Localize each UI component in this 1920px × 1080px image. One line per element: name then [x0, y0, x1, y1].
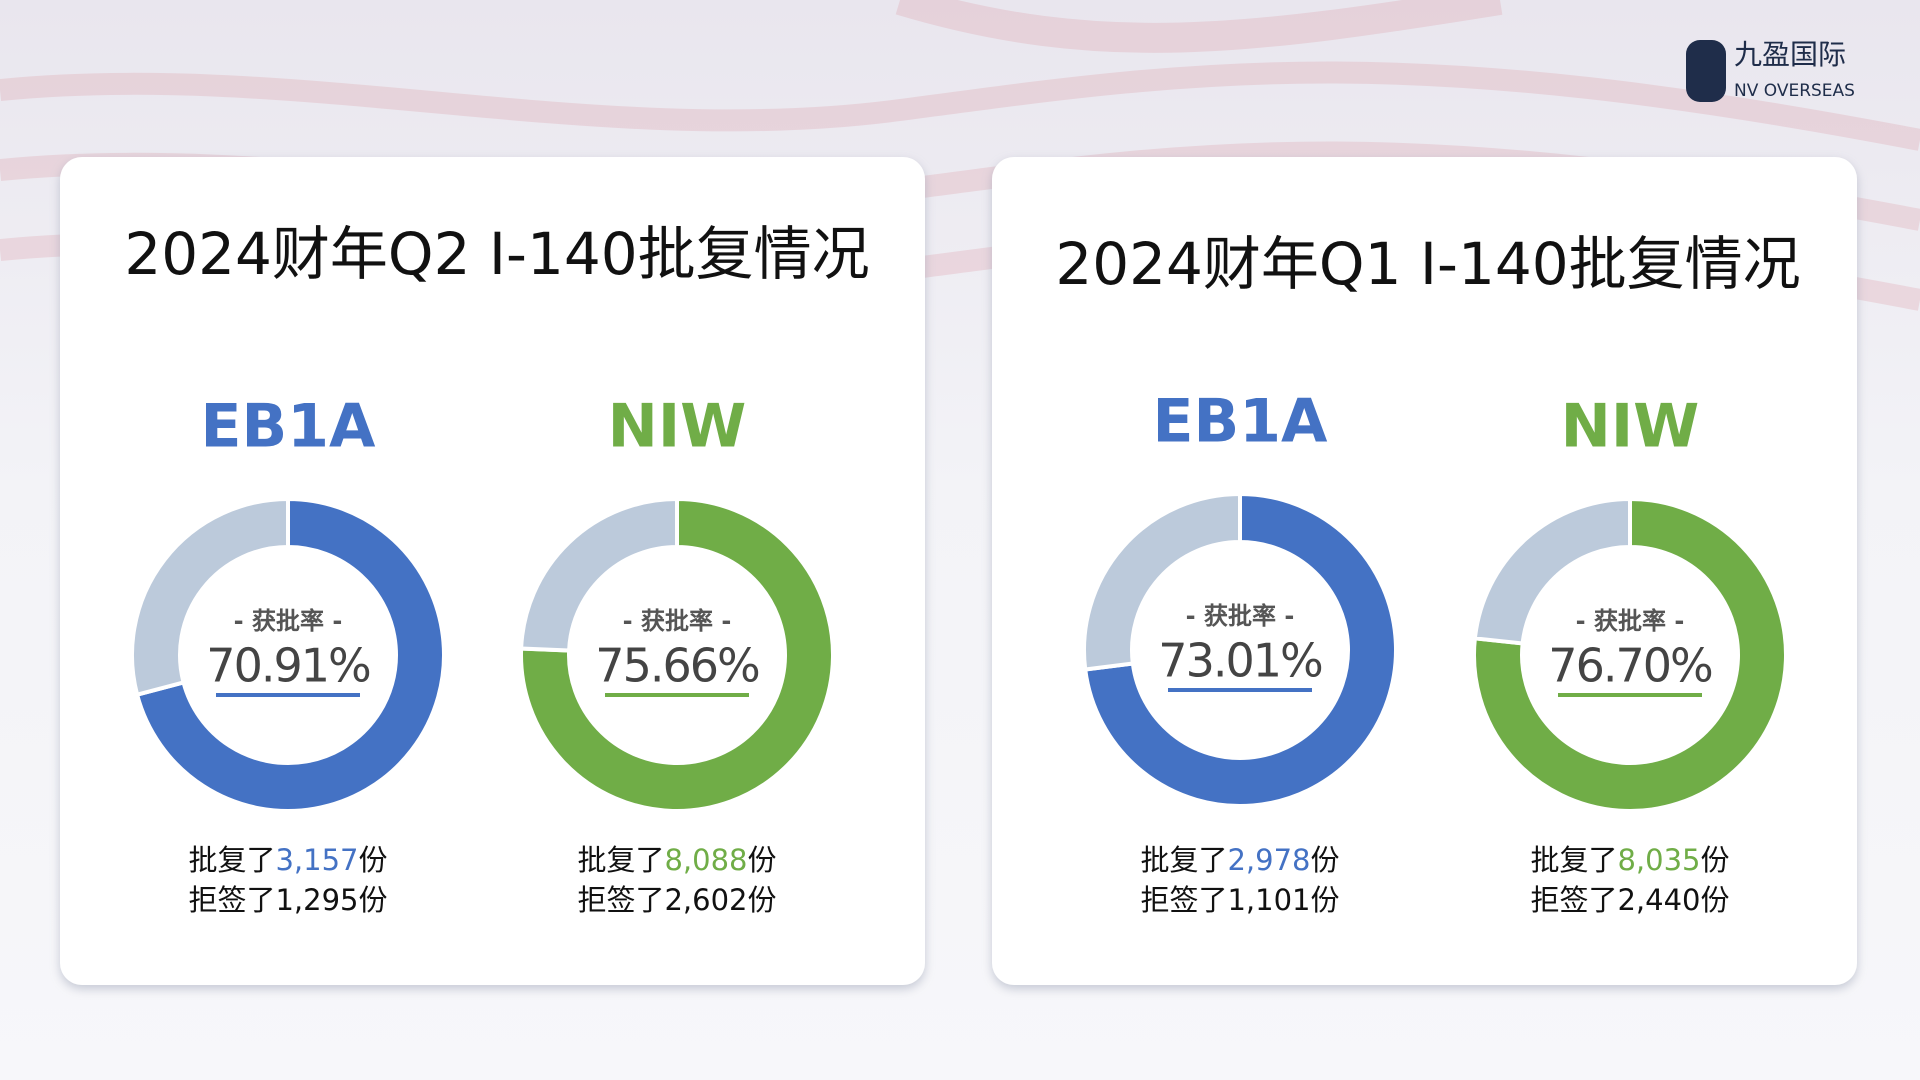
rate-underline — [216, 693, 360, 697]
count-unit: 份 — [748, 883, 777, 917]
donut-segment — [519, 496, 835, 813]
rate-underline — [1168, 688, 1312, 692]
count-value: 8,088 — [664, 843, 747, 877]
logo-name: 九盈国际 — [1734, 38, 1846, 71]
count-prefix: 批复了 — [577, 843, 664, 877]
logo-mark — [1686, 40, 1726, 102]
count-unit: 份 — [359, 883, 388, 917]
count-line: 拒签了2,602份 — [577, 883, 776, 917]
donut-segment — [1472, 496, 1632, 646]
count-value: 1,295 — [275, 883, 358, 917]
rate-caption: - 获批率 - — [623, 607, 732, 635]
count-value: 1,101 — [1227, 883, 1310, 917]
chart-title: NIW — [608, 392, 747, 462]
chart-title: EB1A — [201, 392, 376, 462]
count-line: 拒签了1,295份 — [188, 883, 387, 917]
rate-value: 76.70% — [1548, 639, 1712, 693]
count-line: 拒签了2,440份 — [1530, 883, 1729, 917]
count-prefix: 拒签了 — [188, 883, 275, 917]
count-unit: 份 — [1311, 843, 1340, 877]
count-value: 3,157 — [275, 843, 358, 877]
donut-segment — [1082, 491, 1398, 808]
count-value: 2,978 — [1227, 843, 1310, 877]
panel-title: 2024财年Q1 I-140批复情况 — [1055, 230, 1800, 298]
rate-caption: - 获批率 - — [1576, 607, 1685, 635]
donut-segment — [130, 496, 290, 698]
count-prefix: 批复了 — [1530, 843, 1617, 877]
donut-segment — [519, 496, 679, 653]
chart-title: EB1A — [1153, 387, 1328, 457]
rate-caption: - 获批率 - — [1186, 602, 1295, 630]
rate-value: 73.01% — [1158, 634, 1322, 688]
count-unit: 份 — [1701, 883, 1730, 917]
count-value: 2,602 — [664, 883, 747, 917]
logo: 九盈国际 NV OVERSEAS — [1686, 38, 1855, 102]
count-line: 批复了2,978份 — [1140, 843, 1339, 877]
count-unit: 份 — [1311, 883, 1340, 917]
panel-title: 2024财年Q2 I-140批复情况 — [124, 220, 869, 288]
count-unit: 份 — [748, 843, 777, 877]
logo-subtitle: NV OVERSEAS — [1734, 81, 1855, 101]
donut-segment — [1472, 496, 1788, 813]
rate-underline — [1558, 693, 1702, 697]
rate-underline — [605, 693, 749, 697]
count-value: 2,440 — [1617, 883, 1700, 917]
count-prefix: 拒签了 — [577, 883, 664, 917]
count-value: 8,035 — [1617, 843, 1700, 877]
count-line: 批复了8,035份 — [1530, 843, 1729, 877]
count-unit: 份 — [1701, 843, 1730, 877]
count-prefix: 拒签了 — [1530, 883, 1617, 917]
count-prefix: 批复了 — [1140, 843, 1227, 877]
count-unit: 份 — [359, 843, 388, 877]
count-line: 批复了3,157份 — [188, 843, 387, 877]
count-prefix: 批复了 — [188, 843, 275, 877]
donut-segment — [1082, 491, 1242, 672]
donut-segment — [134, 496, 446, 813]
chart-title: NIW — [1561, 392, 1700, 462]
count-prefix: 拒签了 — [1140, 883, 1227, 917]
count-line: 批复了8,088份 — [577, 843, 776, 877]
rate-caption: - 获批率 - — [234, 607, 343, 635]
rate-value: 70.91% — [206, 639, 370, 693]
count-line: 拒签了1,101份 — [1140, 883, 1339, 917]
rate-value: 75.66% — [595, 639, 759, 693]
